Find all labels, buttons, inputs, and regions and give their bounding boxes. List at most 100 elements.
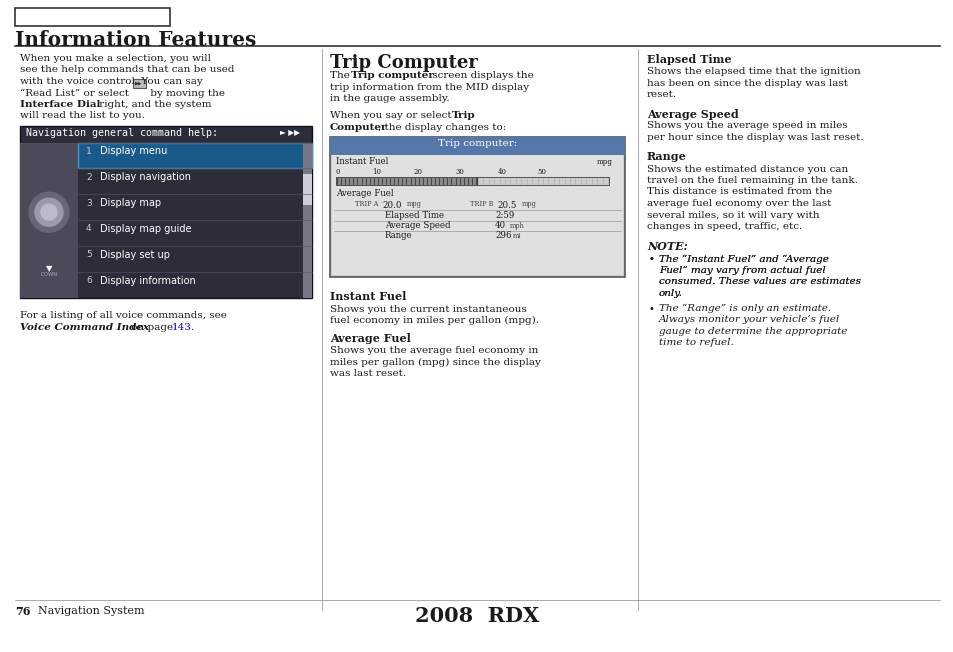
Text: has been on since the display was last: has been on since the display was last xyxy=(646,78,847,87)
Text: TRIP A: TRIP A xyxy=(355,201,378,209)
Text: The “Instant Fuel” and “Average: The “Instant Fuel” and “Average xyxy=(659,254,828,264)
Text: Navigation System: Navigation System xyxy=(38,606,145,616)
FancyBboxPatch shape xyxy=(20,125,312,297)
Text: .: . xyxy=(190,323,193,332)
Text: 143: 143 xyxy=(172,323,192,332)
Text: Range: Range xyxy=(385,231,413,241)
Text: Display map: Display map xyxy=(100,198,161,208)
Text: Computer: Computer xyxy=(330,123,387,132)
Text: Shows you the average fuel economy in: Shows you the average fuel economy in xyxy=(330,346,537,355)
Text: Instant Fuel: Instant Fuel xyxy=(335,158,388,166)
FancyBboxPatch shape xyxy=(476,177,608,185)
Text: see the help commands that can be used: see the help commands that can be used xyxy=(20,65,234,74)
Text: mpg: mpg xyxy=(407,201,421,209)
Text: ▶▶: ▶▶ xyxy=(135,80,143,85)
Text: Shows the estimated distance you can: Shows the estimated distance you can xyxy=(646,164,847,173)
Text: fuel economy in miles per gallon (mpg).: fuel economy in miles per gallon (mpg). xyxy=(330,316,538,325)
Text: miles per gallon (mpg) since the display: miles per gallon (mpg) since the display xyxy=(330,357,540,366)
Text: trip information from the MID display: trip information from the MID display xyxy=(330,83,529,91)
Text: The: The xyxy=(330,71,353,80)
Text: consumed. These values are estimates: consumed. These values are estimates xyxy=(659,278,861,286)
Text: mph: mph xyxy=(510,222,524,230)
Text: mpg: mpg xyxy=(597,158,613,166)
Text: When you say or select: When you say or select xyxy=(330,111,455,120)
Circle shape xyxy=(41,204,57,220)
Text: by moving the: by moving the xyxy=(147,89,225,98)
Text: Voice Command Index: Voice Command Index xyxy=(20,323,149,332)
Text: on page: on page xyxy=(128,323,176,332)
Text: right, and the system: right, and the system xyxy=(96,100,212,109)
Text: 6: 6 xyxy=(86,276,91,285)
Text: 20: 20 xyxy=(414,168,422,175)
Text: gauge to determine the appropriate: gauge to determine the appropriate xyxy=(659,327,846,336)
FancyBboxPatch shape xyxy=(15,8,170,26)
Text: NOTE:: NOTE: xyxy=(646,241,687,252)
Text: changes in speed, traffic, etc.: changes in speed, traffic, etc. xyxy=(646,222,801,231)
Text: 40: 40 xyxy=(495,222,506,231)
Text: Display menu: Display menu xyxy=(100,147,167,156)
Text: 10: 10 xyxy=(372,168,380,175)
Text: in the gauge assembly.: in the gauge assembly. xyxy=(330,94,449,103)
Text: Trip: Trip xyxy=(452,111,476,120)
Text: For a listing of all voice commands, see: For a listing of all voice commands, see xyxy=(20,312,227,321)
Text: Trip Computer: Trip Computer xyxy=(330,54,477,72)
FancyBboxPatch shape xyxy=(303,143,312,297)
Text: Average Fuel: Average Fuel xyxy=(330,333,411,344)
Circle shape xyxy=(35,198,63,226)
Text: 5: 5 xyxy=(86,250,91,259)
Text: Navigation general command help:: Navigation general command help: xyxy=(26,128,218,138)
Text: TRIP B: TRIP B xyxy=(470,201,493,209)
Text: 2008  RDX: 2008 RDX xyxy=(415,606,538,626)
Text: “Read List” or select: “Read List” or select xyxy=(20,89,132,98)
Text: 0: 0 xyxy=(335,168,340,175)
Text: This distance is estimated from the: This distance is estimated from the xyxy=(646,188,831,196)
Text: Trip computer:: Trip computer: xyxy=(437,140,517,149)
Text: Display navigation: Display navigation xyxy=(100,172,191,183)
Text: ▼: ▼ xyxy=(46,263,52,273)
Text: Display information: Display information xyxy=(100,276,195,286)
Text: travel on the fuel remaining in the tank.: travel on the fuel remaining in the tank… xyxy=(646,176,857,185)
Text: screen displays the: screen displays the xyxy=(429,71,533,80)
Text: The “Instant Fuel” and “Average: The “Instant Fuel” and “Average xyxy=(659,254,828,264)
FancyBboxPatch shape xyxy=(20,143,78,297)
Text: Shows the elapsed time that the ignition: Shows the elapsed time that the ignition xyxy=(646,67,860,76)
Text: Elapsed Time: Elapsed Time xyxy=(646,54,731,65)
Text: Elapsed Time: Elapsed Time xyxy=(385,211,444,220)
Text: , the display changes to:: , the display changes to: xyxy=(377,123,506,132)
Text: Always monitor your vehicle’s fuel: Always monitor your vehicle’s fuel xyxy=(659,315,840,324)
Text: •: • xyxy=(648,254,654,265)
Text: several miles, so it will vary with: several miles, so it will vary with xyxy=(646,211,819,220)
Text: mpg: mpg xyxy=(521,201,537,209)
FancyBboxPatch shape xyxy=(303,173,312,205)
FancyBboxPatch shape xyxy=(335,177,476,185)
Text: only.: only. xyxy=(659,289,682,298)
FancyBboxPatch shape xyxy=(332,155,622,274)
Text: Display set up: Display set up xyxy=(100,250,170,259)
Text: 20.0: 20.0 xyxy=(381,201,401,209)
Text: 76: 76 xyxy=(15,606,30,617)
Text: only.: only. xyxy=(659,289,682,298)
Text: mi: mi xyxy=(513,231,521,239)
Text: DOWN: DOWN xyxy=(40,272,57,276)
Text: 40: 40 xyxy=(497,168,506,175)
Text: average fuel economy over the last: average fuel economy over the last xyxy=(646,199,830,208)
Text: will read the list to you.: will read the list to you. xyxy=(20,111,145,121)
Text: When you make a selection, you will: When you make a selection, you will xyxy=(20,54,211,63)
Text: 296: 296 xyxy=(495,231,511,241)
Text: time to refuel.: time to refuel. xyxy=(659,338,733,347)
Text: 2: 2 xyxy=(86,173,91,182)
Text: 3: 3 xyxy=(86,199,91,207)
Text: Average Speed: Average Speed xyxy=(385,222,450,231)
Text: 30: 30 xyxy=(456,168,464,175)
Text: Range: Range xyxy=(646,151,686,162)
Text: •: • xyxy=(648,303,654,314)
Text: Fuel” may vary from actual fuel: Fuel” may vary from actual fuel xyxy=(659,266,825,275)
Text: 50: 50 xyxy=(537,168,545,175)
Text: consumed. These values are estimates: consumed. These values are estimates xyxy=(659,278,861,286)
Text: Information Features: Information Features xyxy=(15,30,256,50)
Text: Display map guide: Display map guide xyxy=(100,224,192,234)
Text: The “Range” is only an estimate.: The “Range” is only an estimate. xyxy=(659,303,830,313)
Text: with the voice control. You can say: with the voice control. You can say xyxy=(20,77,203,86)
Circle shape xyxy=(29,192,69,232)
Text: reset.: reset. xyxy=(646,90,677,99)
